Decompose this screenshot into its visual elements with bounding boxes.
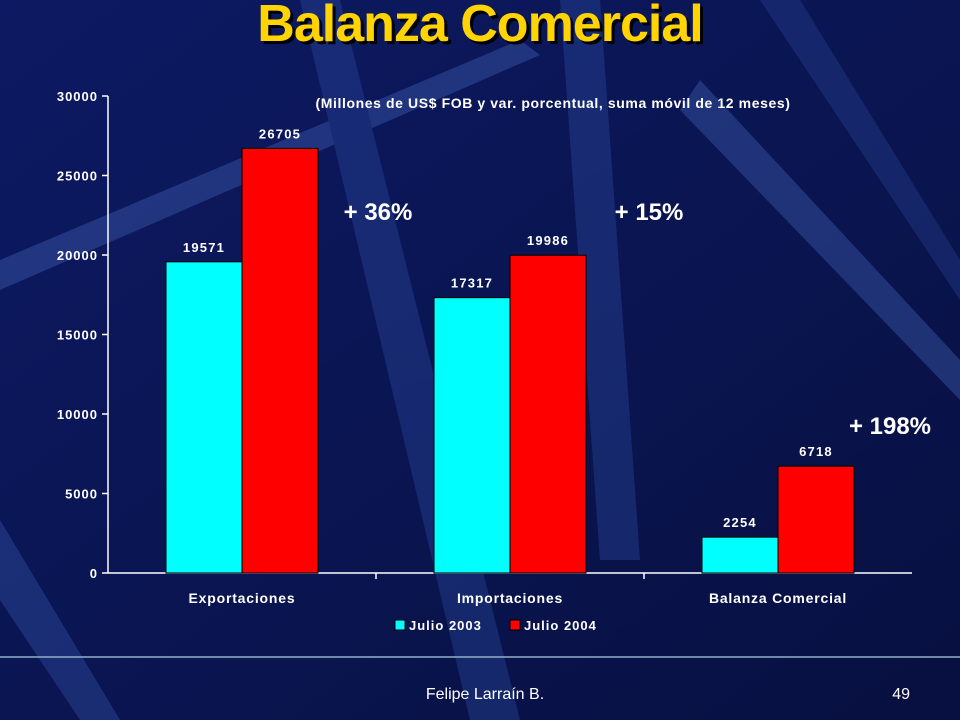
bar-julio-2003 — [165, 261, 243, 574]
legend-label: Julio 2004 — [524, 618, 597, 633]
y-tick-label: 25000 — [57, 169, 98, 184]
y-tick-label: 30000 — [57, 89, 98, 104]
bar-julio-2004 — [777, 465, 855, 574]
y-tick-label: 0 — [90, 566, 98, 581]
chart-labels: Exportaciones 19571 26705 Importaciones 1731… — [183, 126, 847, 606]
bar-data-label: 17317 — [451, 276, 493, 291]
bar-data-label: 19986 — [527, 233, 569, 248]
annotation-balanza: + 198% — [849, 413, 931, 440]
annotation-exportaciones: + 36% — [344, 199, 413, 226]
bar-julio-2004 — [241, 147, 319, 574]
legend-swatch — [394, 619, 406, 631]
footer-author: Felipe Larraín B. — [425, 686, 545, 703]
x-category-label: Exportaciones — [189, 590, 296, 606]
y-tick-label: 5000 — [65, 487, 98, 502]
bar-data-label: 19571 — [183, 240, 225, 255]
y-tick-label: 20000 — [57, 248, 98, 263]
legend-swatch — [509, 619, 521, 631]
bar-julio-2003 — [433, 297, 511, 574]
bar-data-label: 2254 — [723, 515, 757, 530]
chart-bars — [165, 147, 855, 574]
y-tick-label: 15000 — [57, 328, 98, 343]
legend-label: Julio 2003 — [409, 618, 482, 633]
x-category-label: Balanza Comercial — [709, 590, 847, 606]
annotation-importaciones: + 15% — [615, 199, 684, 226]
bar-data-label: 26705 — [259, 126, 301, 141]
chart-legend: Julio 2003 Julio 2004 — [394, 618, 597, 633]
page-number: 49 — [892, 686, 910, 703]
bar-julio-2003 — [701, 536, 779, 574]
x-category-label: Importaciones — [457, 590, 563, 606]
bar-data-label: 6718 — [799, 444, 833, 459]
bar-julio-2004 — [509, 254, 587, 574]
slide-title: Balanza Comercial — [257, 0, 703, 53]
chart-subtitle: (Millones de US$ FOB y var. porcentual, … — [315, 95, 790, 111]
y-tick-label: 10000 — [57, 407, 98, 422]
